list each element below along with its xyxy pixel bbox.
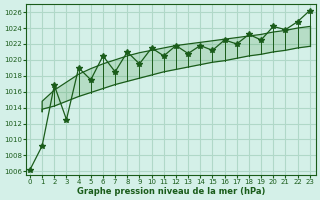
X-axis label: Graphe pression niveau de la mer (hPa): Graphe pression niveau de la mer (hPa) xyxy=(77,187,265,196)
